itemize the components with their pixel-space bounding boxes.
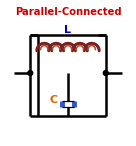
Text: L: L — [64, 25, 72, 35]
Circle shape — [28, 71, 33, 75]
Circle shape — [103, 71, 108, 75]
Text: Parallel-Connected: Parallel-Connected — [15, 7, 121, 17]
Text: C: C — [50, 95, 58, 105]
